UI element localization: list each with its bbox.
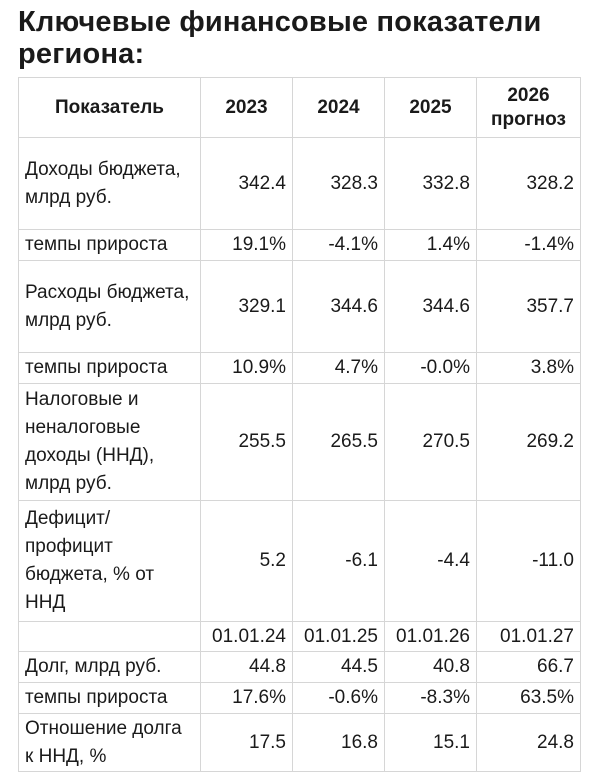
- cell-value: 44.5: [292, 651, 385, 683]
- cell-value: 16.8: [292, 713, 385, 772]
- cell-date: 01.01.24: [200, 621, 293, 652]
- cell-value: 344.6: [384, 260, 477, 353]
- cell-value: 40.8: [384, 651, 477, 683]
- cell-value: 17.6%: [200, 682, 293, 714]
- cell-value: -4.4: [384, 500, 477, 622]
- cell-value: 4.7%: [292, 352, 385, 384]
- header-2023: 2023: [200, 77, 293, 138]
- header-indicator: Показатель: [18, 77, 201, 138]
- cell-value: -0.0%: [384, 352, 477, 384]
- cell-value: 329.1: [200, 260, 293, 353]
- cell-value: 63.5%: [476, 682, 581, 714]
- cell-value: 3.8%: [476, 352, 581, 384]
- row-label: темпы прироста: [18, 682, 201, 714]
- table-row: Долг, млрд руб. 44.8 44.5 40.8 66.7: [18, 651, 581, 683]
- financial-indicators-table: Показатель 2023 2024 2025 2026 прогноз Д…: [18, 77, 581, 772]
- cell-value: 328.3: [292, 137, 385, 230]
- cell-date: 01.01.27: [476, 621, 581, 652]
- cell-value: 332.8: [384, 137, 477, 230]
- table-row: Налоговые и неналоговые доходы (ННД), мл…: [18, 383, 581, 501]
- cell-value: 265.5: [292, 383, 385, 501]
- cell-value: -8.3%: [384, 682, 477, 714]
- cell-value: 328.2: [476, 137, 581, 230]
- cell-date: 01.01.26: [384, 621, 477, 652]
- cell-value: 17.5: [200, 713, 293, 772]
- row-label: Доходы бюджета, млрд руб.: [18, 137, 201, 230]
- row-label: Отношение долга к ННД, %: [18, 713, 201, 772]
- cell-value: 15.1: [384, 713, 477, 772]
- table-row: темпы прироста 10.9% 4.7% -0.0% 3.8%: [18, 352, 581, 384]
- table-row: темпы прироста 19.1% -4.1% 1.4% -1.4%: [18, 229, 581, 261]
- table-row: Отношение долга к ННД, % 17.5 16.8 15.1 …: [18, 713, 581, 772]
- table-row-dates: 01.01.24 01.01.25 01.01.26 01.01.27: [18, 621, 581, 652]
- row-label: темпы прироста: [18, 352, 201, 384]
- header-2025: 2025: [384, 77, 477, 138]
- cell-value: 357.7: [476, 260, 581, 353]
- row-label: Дефицит/ профицит бюджета, % от ННД: [18, 500, 201, 622]
- cell-value: 19.1%: [200, 229, 293, 261]
- cell-value: 342.4: [200, 137, 293, 230]
- table-row: Доходы бюджета, млрд руб. 342.4 328.3 33…: [18, 137, 581, 230]
- cell-value: -6.1: [292, 500, 385, 622]
- row-label: Налоговые и неналоговые доходы (ННД), мл…: [18, 383, 201, 501]
- table-row: темпы прироста 17.6% -0.6% -8.3% 63.5%: [18, 682, 581, 714]
- table-row: Дефицит/ профицит бюджета, % от ННД 5.2 …: [18, 500, 581, 622]
- cell-value: 24.8: [476, 713, 581, 772]
- cell-value: -0.6%: [292, 682, 385, 714]
- cell-value: 344.6: [292, 260, 385, 353]
- row-label: Долг, млрд руб.: [18, 651, 201, 683]
- row-label: Расходы бюджета, млрд руб.: [18, 260, 201, 353]
- header-2024: 2024: [292, 77, 385, 138]
- cell-value: 5.2: [200, 500, 293, 622]
- row-label: [18, 621, 201, 652]
- cell-value: 269.2: [476, 383, 581, 501]
- row-label: темпы прироста: [18, 229, 201, 261]
- cell-value: -4.1%: [292, 229, 385, 261]
- table-header-row: Показатель 2023 2024 2025 2026 прогноз: [18, 77, 581, 138]
- page-title: Ключевые финансовые показатели региона:: [18, 6, 542, 70]
- cell-date: 01.01.25: [292, 621, 385, 652]
- cell-value: 44.8: [200, 651, 293, 683]
- cell-value: -1.4%: [476, 229, 581, 261]
- cell-value: 270.5: [384, 383, 477, 501]
- cell-value: -11.0: [476, 500, 581, 622]
- cell-value: 1.4%: [384, 229, 477, 261]
- header-2026-forecast: 2026 прогноз: [476, 77, 581, 138]
- cell-value: 66.7: [476, 651, 581, 683]
- cell-value: 255.5: [200, 383, 293, 501]
- cell-value: 10.9%: [200, 352, 293, 384]
- table-row: Расходы бюджета, млрд руб. 329.1 344.6 3…: [18, 260, 581, 353]
